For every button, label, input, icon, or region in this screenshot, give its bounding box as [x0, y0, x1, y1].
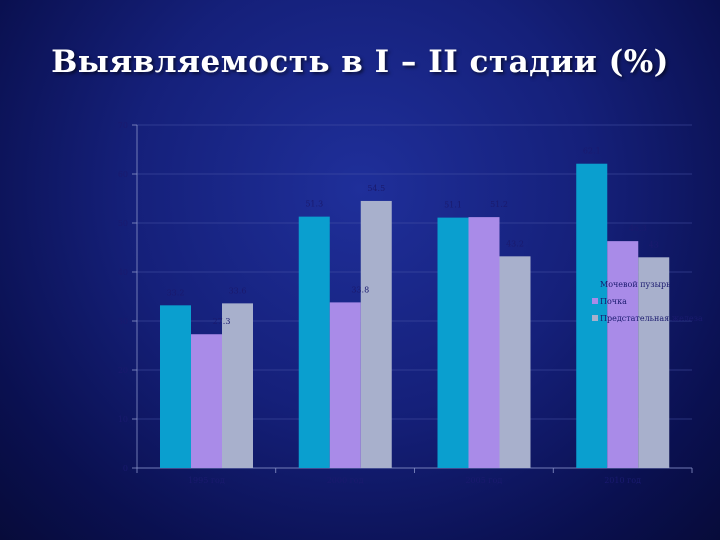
bar-series-2-1	[329, 302, 361, 468]
y-tick-label: 60	[118, 170, 128, 179]
data-label: 33.2	[167, 288, 185, 297]
legend: Мочевой пузырь Почка Предстательная железа	[592, 280, 703, 323]
data-label: 27.3	[213, 317, 231, 326]
bar-series-3-3	[638, 257, 670, 468]
legend-entry: Почка	[600, 297, 627, 306]
x-tick-label: 2000 год	[327, 476, 364, 485]
bar-series-2-3	[607, 241, 639, 468]
y-tick-label: 20	[118, 366, 128, 375]
y-tick-label: 50	[118, 219, 128, 228]
data-label: 51.3	[305, 200, 323, 209]
slide-title: Выявляемость в I – II стадии (%)	[51, 44, 669, 80]
bar-series-1-3	[576, 163, 608, 468]
data-label: 62.1	[583, 147, 601, 156]
bar-series-1-2	[437, 217, 469, 468]
data-label: 46.3	[629, 224, 647, 233]
x-tick-label: 2010 год	[604, 476, 641, 485]
legend-entry: Мочевой пузырь	[600, 280, 671, 289]
data-label: 33.8	[351, 285, 369, 294]
y-tick-label: 10	[118, 415, 128, 424]
bar-series-1-0	[160, 305, 191, 468]
data-labels: 33.2 51.3 51.1 62.1 27.3 33.8 51.2 46.3 33.6 54.5…	[167, 147, 659, 327]
bar-series-3-1	[360, 200, 392, 468]
data-label: 51.2	[490, 200, 508, 209]
legend-swatch	[592, 281, 598, 287]
data-label: 43	[649, 240, 659, 249]
legend-swatch	[592, 315, 598, 321]
x-tick-label: 1995 год	[188, 476, 225, 485]
bar-series-3-0	[222, 303, 253, 468]
legend-swatch	[592, 298, 598, 304]
data-label: 33.6	[229, 286, 247, 295]
legend-entry: Предстательная железа	[600, 314, 703, 323]
y-tick-label: 30	[118, 317, 128, 326]
data-label: 54.5	[367, 184, 385, 193]
bar-series-1-1	[298, 216, 330, 468]
y-tick-label: 0	[123, 464, 128, 473]
bars	[160, 163, 670, 468]
x-tick-label: 2005 год	[465, 476, 502, 485]
data-label: 43.2	[506, 239, 524, 248]
data-label: 51.1	[444, 201, 462, 210]
bar-series-2-2	[468, 217, 500, 468]
bar-series-2-0	[191, 334, 222, 468]
y-tick-label: 70	[118, 121, 128, 130]
bar-series-3-2	[499, 256, 531, 468]
y-tick-label: 40	[118, 268, 128, 277]
